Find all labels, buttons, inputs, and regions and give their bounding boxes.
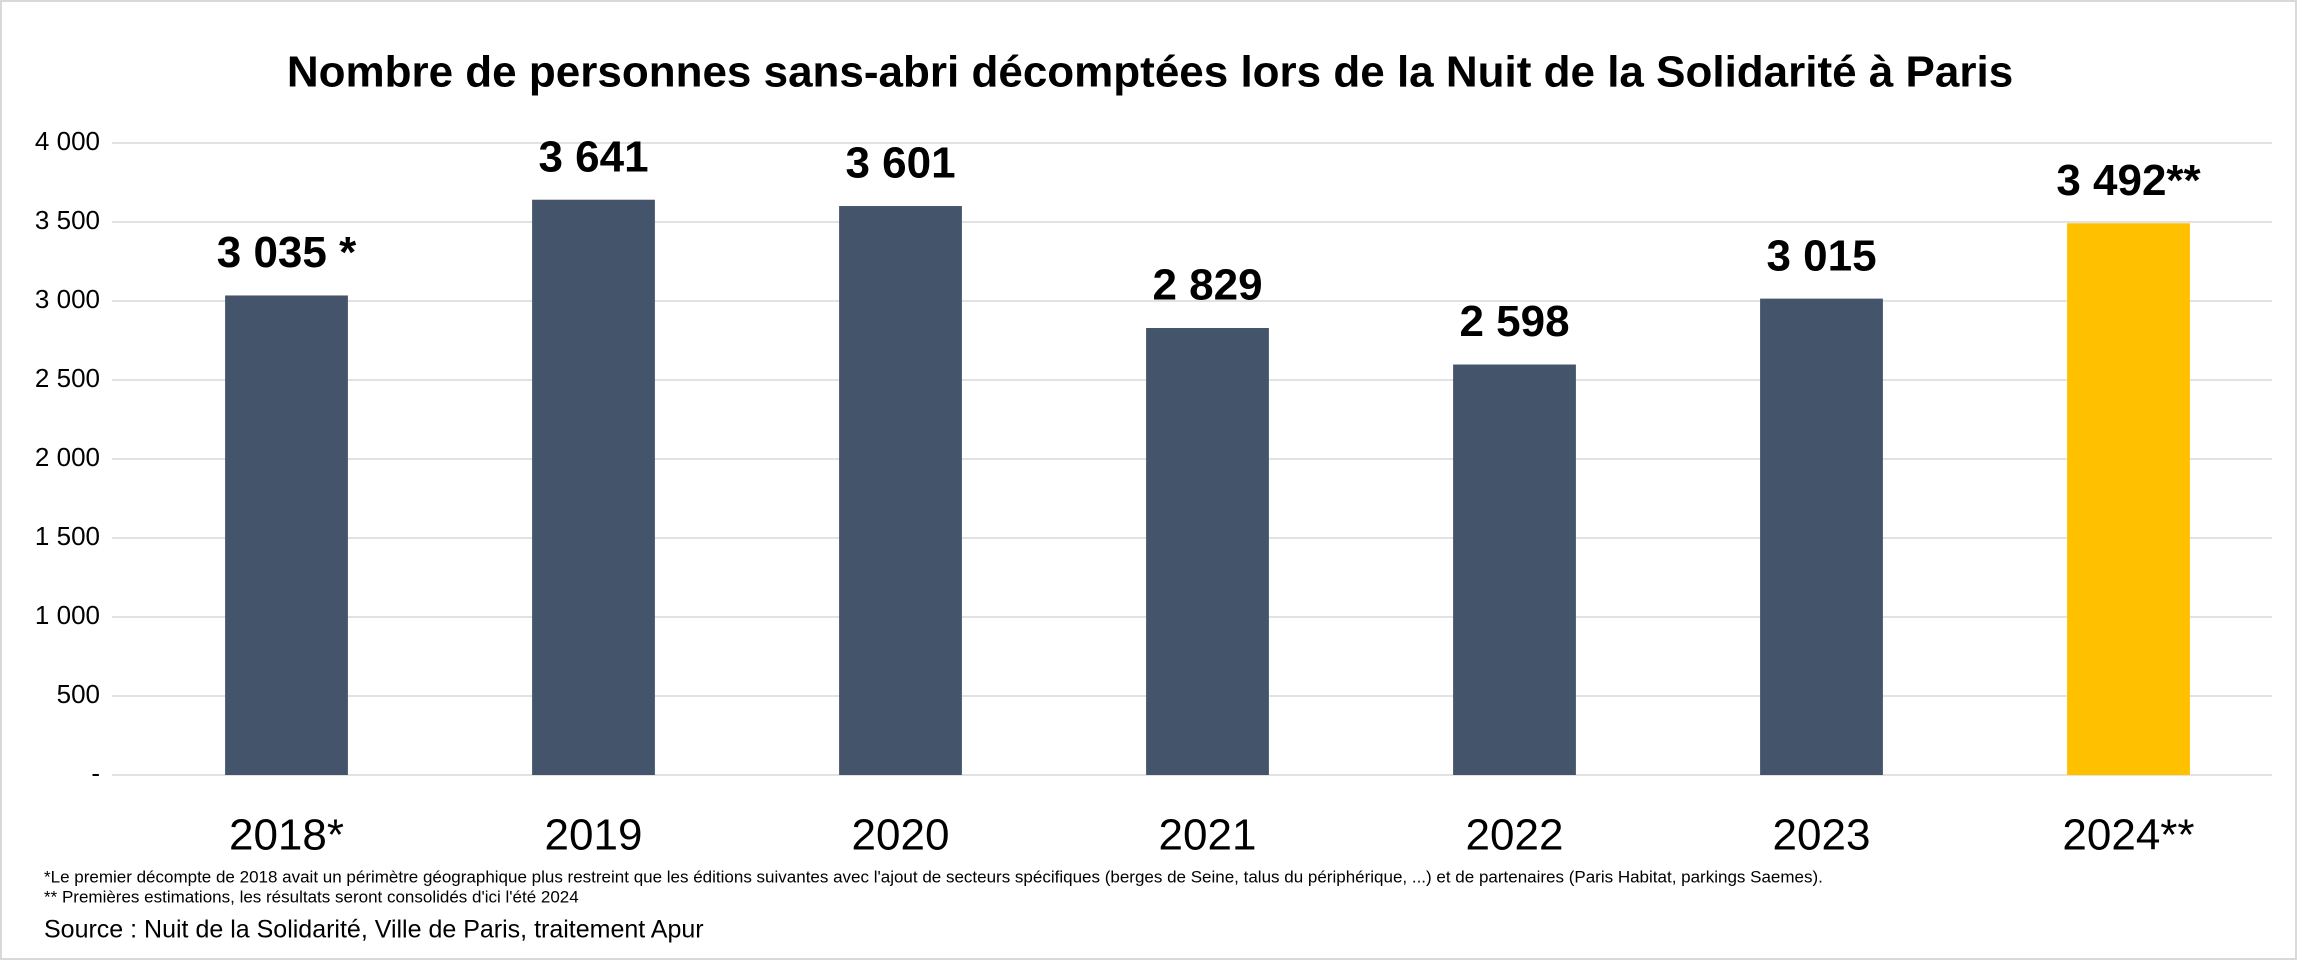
y-tick-label: 3 500: [35, 205, 100, 235]
y-tick-label: 2 000: [35, 442, 100, 472]
data-label: 2 598: [1459, 297, 1569, 346]
bar: [1760, 298, 1883, 775]
footnote: ** Premières estimations, les résultats …: [44, 887, 579, 906]
data-label: 3 035 *: [217, 228, 357, 277]
bar: [225, 295, 348, 775]
data-label: 3 015: [1766, 231, 1876, 280]
y-tick-label: 500: [57, 679, 100, 709]
y-tick-label: 3 000: [35, 284, 100, 314]
x-tick-label: 2019: [545, 811, 643, 860]
x-tick-label: 2023: [1773, 811, 1871, 860]
source: Source : Nuit de la Solidarité, Ville de…: [44, 916, 704, 944]
bar: [1453, 364, 1576, 775]
y-tick-label: 1 500: [35, 521, 100, 551]
data-label: 2 829: [1152, 261, 1262, 310]
bar: [2067, 223, 2190, 775]
y-tick-label: 1 000: [35, 600, 100, 630]
chart-title: Nombre de personnes sans-abri décomptées…: [287, 48, 2013, 97]
x-tick-label: 2021: [1159, 811, 1257, 860]
bar: [839, 206, 962, 776]
x-tick-label: 2018*: [229, 811, 344, 860]
footnote: *Le premier décompte de 2018 avait un pé…: [44, 867, 1823, 886]
data-label: 3 641: [538, 132, 648, 181]
data-label: 3 601: [845, 139, 955, 188]
data-label: 3 492**: [2056, 156, 2201, 205]
x-tick-label: 2024**: [2062, 811, 2194, 860]
y-tick-label: 4 000: [35, 126, 100, 156]
x-tick-label: 2022: [1466, 811, 1564, 860]
y-tick-label: 2 500: [35, 363, 100, 393]
bar: [532, 199, 655, 776]
x-tick-label: 2020: [852, 811, 950, 860]
y-tick-label: -: [91, 758, 100, 788]
bar: [1146, 328, 1269, 775]
